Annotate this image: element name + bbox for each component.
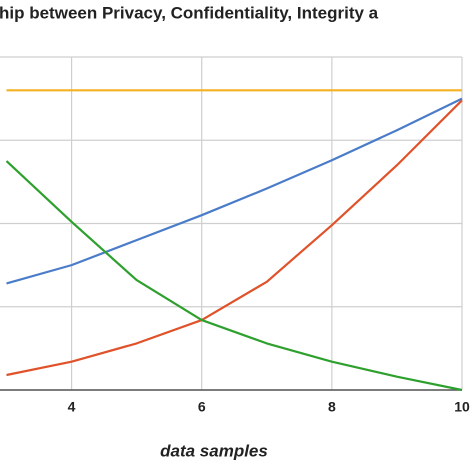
x-tick-label: 10 [454,399,470,415]
x-axis-label: data samples [160,441,268,460]
series-line [5,160,463,392]
x-tick-label: 6 [198,399,206,415]
chart-title: hip between Privacy, Confidentiality, In… [0,3,379,22]
x-tick-label: 4 [68,399,76,415]
series-line [6,97,463,285]
x-tick-label: 8 [328,399,336,415]
series-line [6,99,463,377]
